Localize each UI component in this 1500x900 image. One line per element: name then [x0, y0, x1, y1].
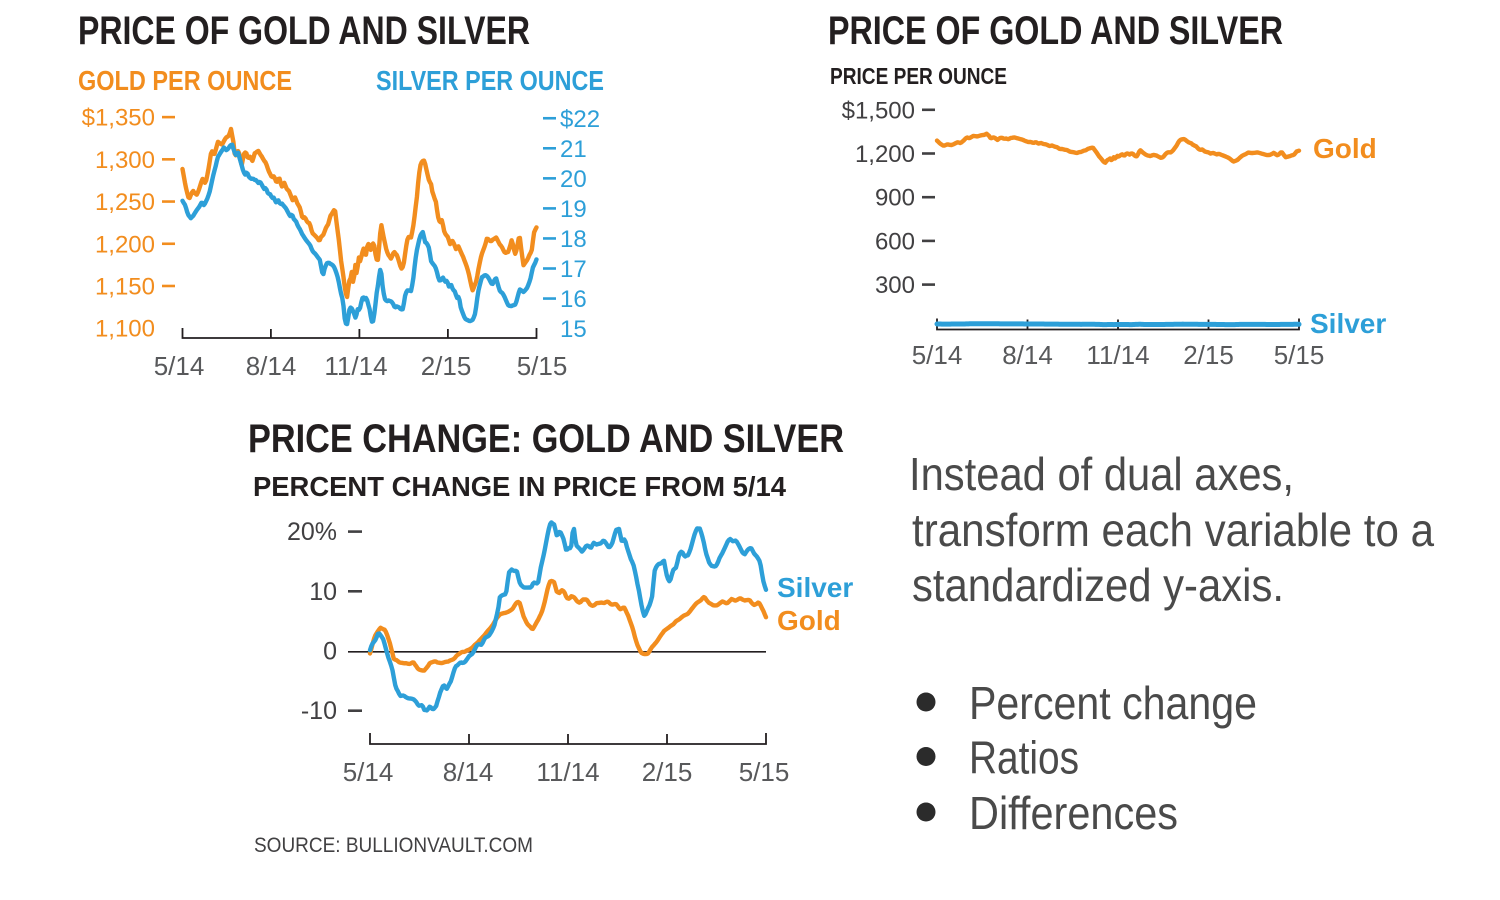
svg-text:5/14: 5/14	[154, 351, 205, 381]
svg-text:20%: 20%	[287, 518, 337, 546]
svg-text:21: 21	[560, 136, 587, 163]
svg-text:11/14: 11/14	[324, 351, 387, 381]
svg-text:1,150: 1,150	[95, 273, 155, 300]
svg-text:PERCENT CHANGE IN PRICE FROM 5: PERCENT CHANGE IN PRICE FROM 5/14	[253, 471, 786, 502]
svg-text:19: 19	[560, 196, 587, 223]
svg-text:15: 15	[560, 316, 587, 343]
svg-text:5/15: 5/15	[1274, 340, 1325, 370]
svg-text:Silver: Silver	[777, 572, 853, 603]
svg-text:0: 0	[323, 638, 337, 666]
svg-text:PRICE PER OUNCE: PRICE PER OUNCE	[830, 63, 1007, 89]
svg-text:17: 17	[560, 256, 587, 283]
svg-text:2/15: 2/15	[1183, 340, 1234, 370]
svg-text:1,200: 1,200	[95, 231, 155, 258]
svg-text:8/14: 8/14	[443, 757, 494, 787]
svg-text:-10: -10	[301, 697, 337, 725]
svg-text:18: 18	[560, 226, 587, 253]
svg-text:1,250: 1,250	[95, 189, 155, 216]
svg-text:SOURCE: BULLIONVAULT.COM: SOURCE: BULLIONVAULT.COM	[254, 834, 533, 857]
svg-text:11/14: 11/14	[536, 757, 599, 787]
svg-text:PRICE OF GOLD AND SILVER: PRICE OF GOLD AND SILVER	[78, 9, 530, 53]
svg-text:Percent change: Percent change	[969, 677, 1257, 729]
svg-text:10: 10	[309, 578, 337, 606]
svg-text:Gold: Gold	[1313, 133, 1377, 164]
svg-text:Instead of dual axes,: Instead of dual axes,	[909, 448, 1294, 500]
svg-text:SILVER PER OUNCE: SILVER PER OUNCE	[376, 65, 604, 96]
svg-text:Gold: Gold	[777, 605, 841, 636]
svg-text:5/15: 5/15	[517, 351, 568, 381]
svg-text:1,100: 1,100	[95, 316, 155, 343]
svg-text:5/14: 5/14	[343, 757, 394, 787]
svg-text:PRICE CHANGE: GOLD AND SILVER: PRICE CHANGE: GOLD AND SILVER	[248, 417, 844, 461]
svg-text:Differences: Differences	[969, 787, 1178, 839]
svg-text:$22: $22	[560, 106, 600, 133]
svg-text:PRICE OF GOLD AND SILVER: PRICE OF GOLD AND SILVER	[828, 9, 1283, 53]
svg-text:5/14: 5/14	[912, 340, 963, 370]
svg-text:900: 900	[875, 185, 915, 212]
svg-text:5/15: 5/15	[739, 757, 790, 787]
svg-text:20: 20	[560, 166, 587, 193]
svg-text:$1,350: $1,350	[82, 105, 155, 132]
svg-text:2/15: 2/15	[642, 757, 693, 787]
svg-text:300: 300	[875, 272, 915, 299]
svg-text:$1,500: $1,500	[842, 97, 915, 124]
svg-text:16: 16	[560, 286, 587, 313]
svg-text:Silver: Silver	[1310, 308, 1386, 339]
svg-text:Ratios: Ratios	[969, 732, 1079, 784]
svg-text:11/14: 11/14	[1086, 340, 1149, 370]
svg-text:standardized y-axis.: standardized y-axis.	[912, 559, 1284, 611]
svg-text:8/14: 8/14	[246, 351, 297, 381]
svg-text:1,200: 1,200	[855, 141, 915, 168]
svg-text:GOLD PER OUNCE: GOLD PER OUNCE	[78, 65, 292, 96]
svg-text:1,300: 1,300	[95, 147, 155, 174]
svg-text:600: 600	[875, 228, 915, 255]
svg-text:transform each variable to a: transform each variable to a	[912, 504, 1434, 556]
svg-text:8/14: 8/14	[1002, 340, 1053, 370]
svg-text:2/15: 2/15	[421, 351, 472, 381]
